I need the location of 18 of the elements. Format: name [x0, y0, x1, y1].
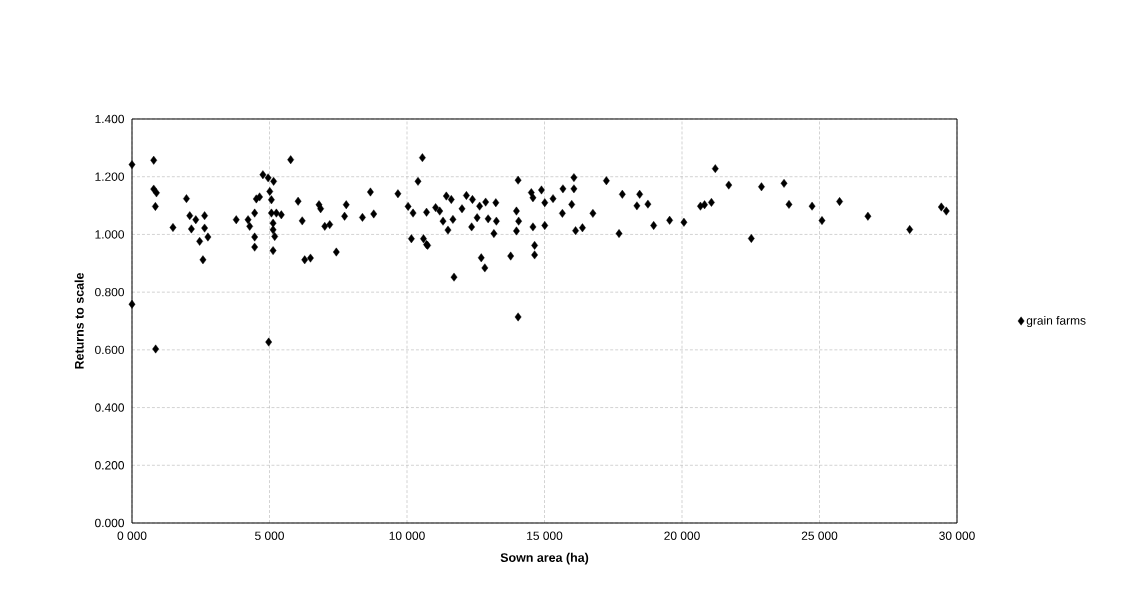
y-axis-title: Returns to scale — [74, 272, 84, 369]
y-tick-label: 1.400 — [95, 114, 125, 124]
x-tick-label: 15 000 — [527, 531, 563, 540]
x-axis-title: Sown area (ha) — [500, 552, 589, 565]
x-tick-label: 20 000 — [664, 531, 700, 540]
y-tick-label: 0.200 — [95, 461, 125, 470]
legend-label: grain farms — [1026, 315, 1086, 328]
x-tick-label: 0 000 — [117, 531, 147, 540]
y-tick-label: 0.400 — [95, 403, 125, 412]
y-tick-label: 0.600 — [95, 345, 125, 355]
y-tick-label: 0.000 — [95, 518, 125, 528]
x-tick-label: 5 000 — [255, 531, 284, 540]
x-tick-label: 30 000 — [939, 531, 975, 540]
y-tick-label: 0.800 — [95, 287, 125, 297]
y-tick-label: 1.000 — [95, 230, 125, 239]
x-tick-label: 25 000 — [801, 531, 838, 540]
x-tick-label: 10 000 — [389, 531, 425, 540]
y-tick-label: 1.200 — [95, 172, 125, 181]
